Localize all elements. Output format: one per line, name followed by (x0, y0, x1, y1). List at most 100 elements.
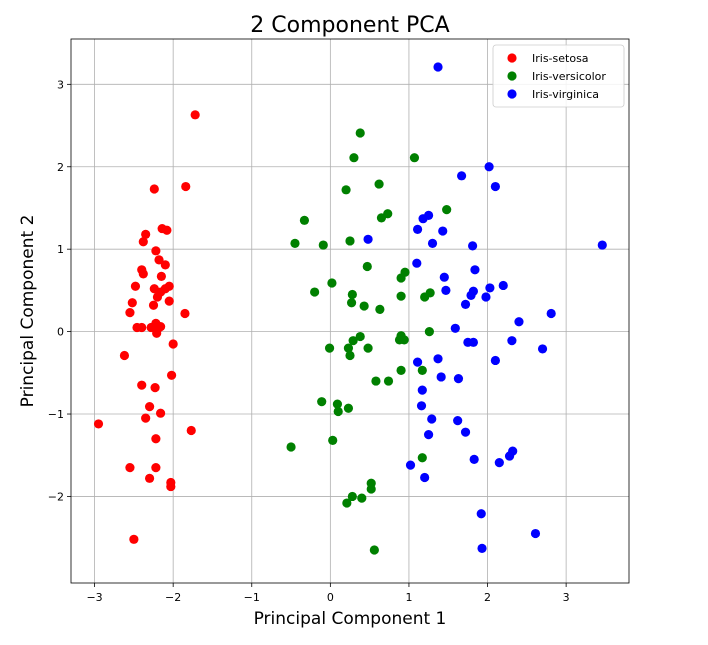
data-point-iris-versicolor (396, 273, 406, 283)
data-point-iris-setosa (152, 292, 163, 302)
data-point-iris-versicolor (343, 343, 354, 353)
x-tick-label: 0 (327, 591, 334, 604)
data-point-iris-versicolor (332, 399, 343, 409)
data-point-iris-setosa (138, 237, 148, 247)
data-point-iris-setosa (141, 413, 151, 423)
y-axis-label: Principal Component 2 (18, 215, 38, 408)
data-point-iris-versicolor (299, 215, 310, 225)
data-point-iris-setosa (146, 322, 156, 333)
data-point-iris-virginica (363, 234, 373, 244)
data-point-iris-versicolor (333, 406, 343, 417)
y-tick-label: 3 (57, 78, 64, 91)
data-point-iris-setosa (166, 481, 176, 492)
legend-marker-iris-virginica (507, 89, 517, 99)
data-point-iris-versicolor (355, 331, 365, 342)
data-point-iris-virginica (470, 265, 480, 275)
data-point-iris-versicolor (369, 545, 379, 555)
y-tick-label: −2 (48, 490, 64, 503)
data-point-iris-versicolor (290, 238, 300, 249)
data-point-iris-versicolor (324, 343, 335, 353)
axis-ticks: −3 −2 −1 0 1 2 3 −2 −1 0 1 2 3 (48, 78, 570, 604)
data-point-iris-virginica (460, 427, 471, 437)
data-point-iris-virginica (423, 430, 434, 440)
data-point-iris-virginica (494, 458, 504, 468)
data-point-iris-setosa (129, 534, 139, 544)
data-point-iris-setosa (144, 473, 155, 483)
data-point-iris-setosa (150, 383, 160, 393)
data-point-iris-versicolor (376, 213, 387, 223)
data-point-iris-setosa (180, 308, 190, 319)
data-point-iris-setosa (130, 281, 141, 291)
y-tick-label: −1 (48, 408, 64, 421)
legend-label-iris-versicolor: Iris-versicolor (532, 70, 606, 83)
data-point-iris-setosa (162, 225, 172, 235)
data-point-iris-versicolor (363, 343, 373, 353)
data-point-iris-setosa (151, 434, 161, 444)
data-point-iris-versicolor (342, 498, 352, 508)
data-point-iris-virginica (537, 344, 548, 354)
data-point-iris-versicolor (317, 397, 327, 407)
data-point-iris-virginica (417, 385, 427, 395)
data-point-iris-setosa (160, 260, 170, 270)
data-point-iris-virginica (476, 509, 486, 519)
data-point-iris-versicolor (346, 298, 357, 308)
x-tick-label: −2 (165, 591, 181, 604)
data-point-iris-virginica (420, 472, 430, 483)
data-point-iris-virginica (490, 181, 500, 192)
data-point-iris-virginica (469, 454, 479, 464)
x-tick-label: −1 (244, 591, 260, 604)
data-point-iris-virginica (507, 336, 517, 346)
data-point-iris-virginica (433, 62, 443, 72)
data-point-iris-virginica (412, 258, 422, 268)
data-point-iris-versicolor (318, 240, 328, 250)
x-axis-label: Principal Component 1 (254, 609, 447, 629)
data-point-iris-setosa (149, 184, 159, 194)
data-point-iris-setosa (164, 296, 174, 306)
data-point-iris-versicolor (349, 153, 359, 163)
data-point-iris-virginica (597, 240, 607, 250)
data-point-iris-versicolor (286, 442, 296, 452)
data-point-iris-versicolor (348, 336, 358, 346)
data-point-iris-versicolor (341, 185, 351, 195)
data-point-iris-setosa (181, 181, 191, 192)
y-tick-label: 0 (57, 326, 64, 339)
data-point-iris-setosa (151, 463, 161, 473)
data-point-iris-setosa (138, 269, 148, 279)
data-point-iris-versicolor (359, 301, 369, 311)
data-point-iris-virginica (514, 317, 524, 327)
data-point-iris-virginica (412, 224, 423, 234)
data-point-iris-versicolor (355, 128, 365, 138)
data-point-iris-virginica (457, 171, 467, 181)
data-point-iris-virginica (477, 543, 487, 553)
data-point-iris-virginica (530, 528, 541, 539)
data-point-iris-setosa (154, 255, 164, 265)
data-point-iris-versicolor (371, 376, 381, 386)
data-point-iris-virginica (433, 354, 443, 364)
data-point-iris-versicolor (375, 304, 385, 314)
data-point-iris-setosa (151, 246, 161, 256)
data-point-iris-versicolor (424, 327, 434, 337)
data-point-iris-versicolor (347, 491, 357, 502)
data-point-iris-versicolor (362, 261, 372, 272)
data-point-iris-virginica (504, 451, 515, 461)
data-point-iris-versicolor (345, 350, 355, 361)
data-point-iris-versicolor (396, 291, 406, 301)
data-point-iris-setosa (155, 408, 166, 418)
legend-label-iris-virginica: Iris-virginica (532, 88, 599, 101)
data-point-iris-versicolor (343, 403, 354, 413)
data-point-iris-virginica (546, 308, 556, 319)
data-point-iris-virginica (453, 416, 463, 426)
data-point-iris-setosa (148, 300, 159, 310)
x-tick-label: 1 (405, 591, 412, 604)
data-point-iris-versicolor (345, 236, 355, 246)
data-point-iris-virginica (468, 241, 478, 251)
data-point-iris-virginica (460, 299, 471, 310)
data-point-iris-virginica (490, 355, 500, 366)
data-point-iris-virginica (441, 285, 451, 295)
data-point-iris-versicolor (383, 376, 394, 386)
data-point-iris-virginica (485, 283, 495, 293)
y-tick-label: 2 (57, 161, 64, 174)
data-point-iris-setosa (137, 380, 147, 390)
data-point-iris-setosa (152, 328, 162, 338)
data-point-iris-virginica (427, 238, 438, 249)
